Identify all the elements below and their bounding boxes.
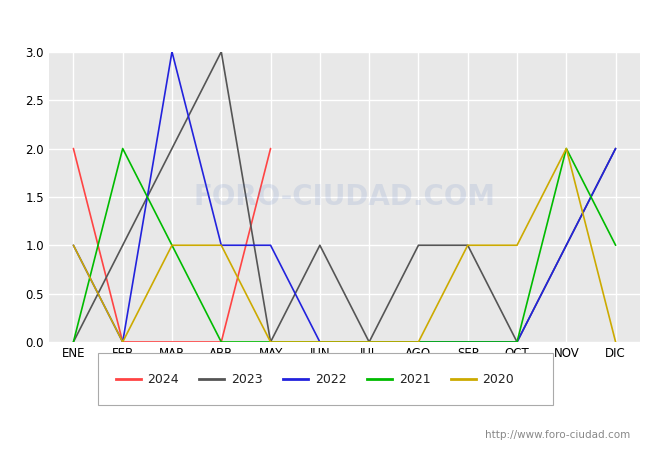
FancyBboxPatch shape: [98, 353, 552, 405]
Text: FORO-CIUDAD.COM: FORO-CIUDAD.COM: [194, 183, 495, 211]
Text: 2020: 2020: [482, 373, 514, 386]
Text: 2021: 2021: [398, 373, 430, 386]
Text: http://www.foro-ciudad.com: http://www.foro-ciudad.com: [486, 430, 630, 440]
Text: 2024: 2024: [148, 373, 179, 386]
Text: 2022: 2022: [315, 373, 346, 386]
Text: 2023: 2023: [231, 373, 263, 386]
Text: Matriculaciones de Vehiculos en Rupit i Pruit: Matriculaciones de Vehiculos en Rupit i …: [125, 14, 525, 33]
